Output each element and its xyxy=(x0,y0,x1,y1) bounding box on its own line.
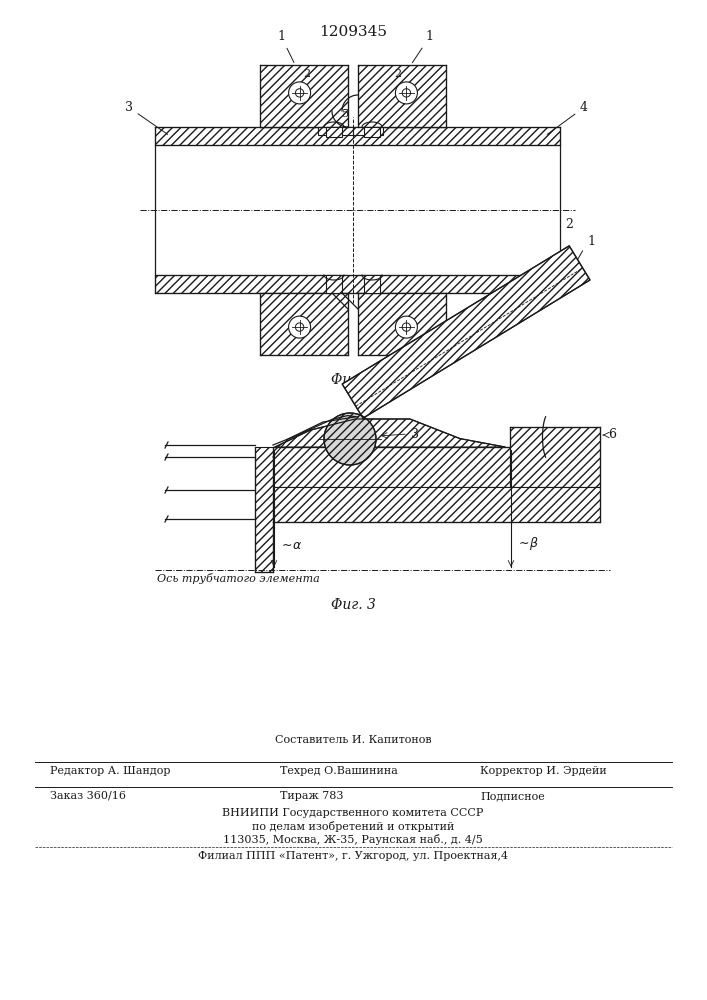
Circle shape xyxy=(395,316,417,338)
Polygon shape xyxy=(510,427,600,487)
Circle shape xyxy=(395,82,417,104)
Text: 3: 3 xyxy=(411,428,419,440)
Circle shape xyxy=(288,82,310,104)
Polygon shape xyxy=(358,293,446,355)
Polygon shape xyxy=(155,127,560,145)
Text: Φиг. 2: Φиг. 2 xyxy=(331,373,375,387)
Text: Φиг. 3: Φиг. 3 xyxy=(331,598,375,612)
Text: 2: 2 xyxy=(303,69,310,79)
Text: 3: 3 xyxy=(125,101,168,134)
Text: Филиал ППП «Патент», г. Ужгород, ул. Проектная,4: Филиал ППП «Патент», г. Ужгород, ул. Про… xyxy=(198,851,508,861)
Circle shape xyxy=(324,413,376,465)
Circle shape xyxy=(288,316,310,338)
Circle shape xyxy=(296,323,304,331)
Polygon shape xyxy=(353,127,383,135)
Text: Ось трубчатого элемента: Ось трубчатого элемента xyxy=(157,573,320,584)
Polygon shape xyxy=(326,127,342,137)
Polygon shape xyxy=(275,419,505,447)
Polygon shape xyxy=(318,127,353,135)
Polygon shape xyxy=(260,293,348,355)
Text: $\sim\!\beta$: $\sim\!\beta$ xyxy=(516,535,539,552)
Text: 6: 6 xyxy=(608,428,616,442)
Text: ВНИИПИ Государственного комитета СССР: ВНИИПИ Государственного комитета СССР xyxy=(222,808,484,818)
Text: Составитель И. Капитонов: Составитель И. Капитонов xyxy=(275,735,431,745)
Polygon shape xyxy=(155,275,560,293)
Polygon shape xyxy=(260,65,348,127)
Text: Редактор А. Шандор: Редактор А. Шандор xyxy=(50,766,170,776)
Text: Подписное: Подписное xyxy=(480,791,545,801)
Polygon shape xyxy=(342,246,590,418)
Circle shape xyxy=(402,323,411,331)
Text: по делам изобретений и открытий: по делам изобретений и открытий xyxy=(252,821,454,832)
Text: Техред О.Вашинина: Техред О.Вашинина xyxy=(280,766,398,776)
Text: 1: 1 xyxy=(588,235,595,248)
Circle shape xyxy=(402,89,411,97)
Polygon shape xyxy=(358,65,446,127)
Polygon shape xyxy=(273,487,600,522)
Text: Заказ 360/16: Заказ 360/16 xyxy=(50,791,126,801)
Polygon shape xyxy=(364,275,380,293)
Polygon shape xyxy=(273,447,510,487)
Polygon shape xyxy=(255,447,273,572)
Polygon shape xyxy=(364,127,380,137)
Text: Корректор И. Эрдейи: Корректор И. Эрдейи xyxy=(480,766,607,776)
Text: 4: 4 xyxy=(547,101,588,134)
Polygon shape xyxy=(326,275,342,293)
Text: 5: 5 xyxy=(342,109,349,119)
Text: 1209345: 1209345 xyxy=(319,25,387,39)
Text: 1: 1 xyxy=(412,30,434,63)
Circle shape xyxy=(296,89,304,97)
Text: 2: 2 xyxy=(566,218,573,231)
Text: 113035, Москва, Ж-35, Раунская наб., д. 4/5: 113035, Москва, Ж-35, Раунская наб., д. … xyxy=(223,834,483,845)
Text: 2: 2 xyxy=(395,69,402,79)
Text: $\sim\!\alpha$: $\sim\!\alpha$ xyxy=(279,539,303,552)
Text: 1: 1 xyxy=(277,30,294,63)
Text: Тираж 783: Тираж 783 xyxy=(280,791,344,801)
